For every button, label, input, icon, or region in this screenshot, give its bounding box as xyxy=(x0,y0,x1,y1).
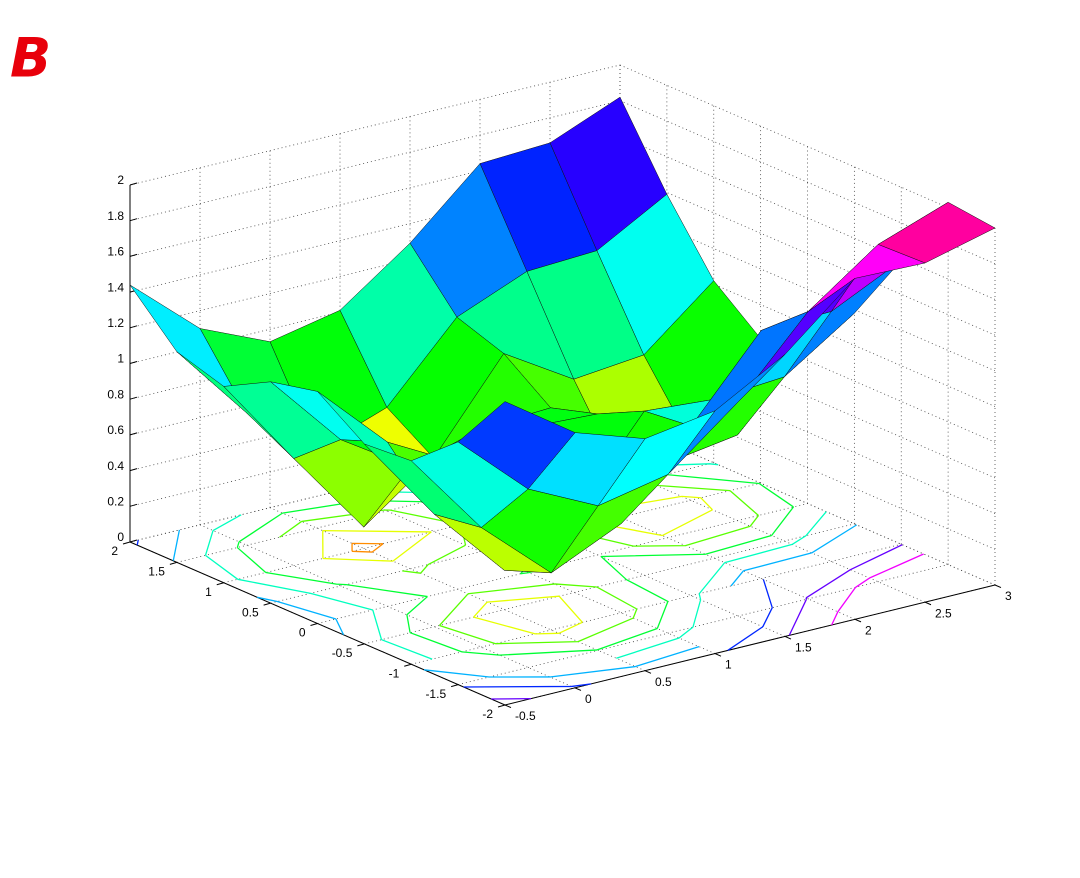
tick-mark xyxy=(129,503,138,507)
y-tick-label: -0.5 xyxy=(332,646,353,660)
tick-mark xyxy=(574,687,582,691)
tick-mark xyxy=(122,541,131,545)
tick-mark xyxy=(129,468,138,472)
tick-mark xyxy=(169,561,178,565)
tick-mark xyxy=(216,582,224,586)
tick-mark xyxy=(644,670,652,674)
y-tick-label: -1.5 xyxy=(425,687,446,701)
grid-line xyxy=(129,100,621,222)
x-tick-label: 3 xyxy=(1005,589,1012,603)
grid-line xyxy=(129,64,621,186)
y-tick-label: -2 xyxy=(482,707,493,721)
y-tick-label: 0 xyxy=(299,626,306,640)
y-tick-label: -1 xyxy=(389,666,400,680)
tick-mark xyxy=(404,663,412,667)
tick-mark xyxy=(129,432,138,436)
grid-line xyxy=(619,171,996,336)
x-tick-label: 1 xyxy=(725,658,732,672)
tick-mark xyxy=(924,601,932,606)
grid-line xyxy=(458,564,949,686)
z-tick-label: 1.6 xyxy=(107,245,124,259)
z-tick-label: 1.4 xyxy=(107,280,124,294)
tick-mark xyxy=(129,361,138,364)
tick-mark xyxy=(129,218,138,222)
x-tick-label: 0.5 xyxy=(655,675,672,689)
z-tick-label: 0.8 xyxy=(107,387,124,401)
tick-mark xyxy=(263,602,271,606)
tick-mark xyxy=(129,182,138,186)
tick-mark xyxy=(784,635,792,640)
z-tick-label: 2 xyxy=(117,173,124,187)
z-tick-label: 0.4 xyxy=(107,459,124,473)
y-tick-label: 0.5 xyxy=(242,605,259,619)
x-tick-label: 2 xyxy=(865,623,872,637)
z-tick-label: 0.2 xyxy=(107,494,124,508)
tick-mark xyxy=(129,396,138,400)
tick-mark xyxy=(504,704,512,709)
grid-line xyxy=(619,136,996,300)
x-tick-label: 0 xyxy=(585,692,592,706)
z-tick-label: 1 xyxy=(117,352,124,366)
grid-line xyxy=(411,543,902,665)
panel-label: B xyxy=(10,27,51,90)
tick-mark xyxy=(714,653,722,657)
surface-cell xyxy=(457,401,576,490)
contour-line xyxy=(351,542,384,553)
tick-mark xyxy=(129,325,138,329)
x-tick-label: -0.5 xyxy=(515,709,536,723)
tick-mark xyxy=(854,618,862,623)
y-tick-label: 1 xyxy=(205,585,212,599)
tick-mark xyxy=(310,623,318,626)
contour-line xyxy=(322,495,713,635)
tick-mark xyxy=(129,539,138,543)
tick-mark xyxy=(450,684,459,688)
z-tick-label: 0.6 xyxy=(107,423,124,437)
z-tick-label: 1.8 xyxy=(107,209,124,223)
y-tick-label: 1.5 xyxy=(148,565,165,579)
tick-mark xyxy=(357,643,365,647)
z-tick-label: 0 xyxy=(117,530,124,544)
x-tick-label: 1.5 xyxy=(795,641,812,655)
tick-mark xyxy=(994,584,1002,589)
tick-mark xyxy=(129,253,138,257)
y-tick-label: 2 xyxy=(111,544,118,558)
z-tick-label: 1.2 xyxy=(107,316,124,330)
axis-line xyxy=(504,584,996,706)
contour-line xyxy=(611,422,924,626)
x-tick-label: 2.5 xyxy=(935,606,952,620)
grid-line xyxy=(364,523,855,645)
grid-line xyxy=(619,64,996,229)
tick-mark xyxy=(497,704,506,708)
